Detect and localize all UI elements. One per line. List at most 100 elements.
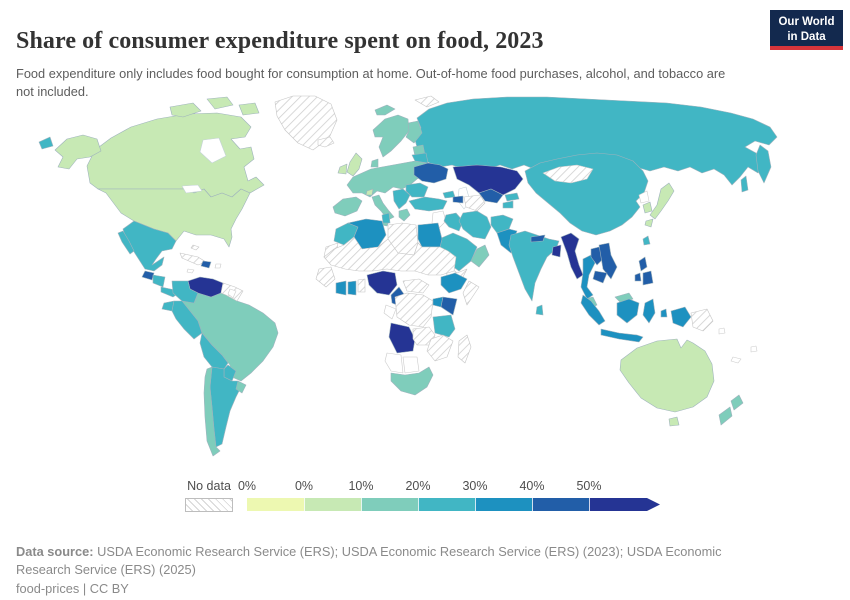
country-vietnam[interactable] [598, 242, 618, 280]
country-ethiopia[interactable] [440, 272, 468, 294]
legend-bin-4[interactable] [475, 498, 532, 511]
country-russia[interactable] [414, 96, 778, 186]
country-russia-kamchatka[interactable] [755, 144, 772, 184]
country-south-korea[interactable] [642, 201, 653, 214]
country-senegal-guinea[interactable] [315, 266, 336, 288]
country-norway-sweden[interactable] [372, 114, 410, 158]
country-azerbaijan[interactable] [452, 195, 464, 204]
legend-no-data-swatch[interactable] [185, 498, 233, 512]
country-canada-island-2[interactable] [206, 96, 234, 110]
country-russia-sakhalin[interactable] [740, 175, 749, 193]
legend-bin-0[interactable] [247, 498, 304, 511]
country-uruguay[interactable] [235, 380, 247, 394]
legend-bin-6[interactable] [589, 498, 660, 511]
country-jamaica[interactable] [186, 268, 195, 274]
country-switzerland[interactable] [365, 188, 374, 196]
country-tunisia[interactable] [381, 212, 391, 224]
country-bangladesh[interactable] [551, 244, 562, 258]
country-sri-lanka[interactable] [535, 304, 544, 316]
country-canada[interactable] [86, 112, 265, 198]
country-australia[interactable] [619, 338, 715, 413]
country-tanzania[interactable] [432, 314, 456, 338]
country-cote-divoire[interactable] [335, 280, 347, 296]
country-australia-tasmania[interactable] [668, 416, 680, 427]
country-china[interactable] [524, 152, 649, 236]
country-iraq[interactable] [443, 212, 464, 232]
country-united-kingdom[interactable] [346, 152, 363, 177]
country-taiwan[interactable] [642, 235, 651, 246]
country-colombia[interactable] [171, 280, 199, 304]
country-honduras-nicaragua[interactable] [152, 274, 166, 288]
legend-bin-1[interactable] [304, 498, 361, 511]
country-oman-uae[interactable] [470, 244, 490, 268]
country-nepal[interactable] [530, 234, 546, 243]
country-solomon-islands[interactable] [718, 327, 726, 335]
legend-bin-5[interactable] [532, 498, 589, 511]
country-uzbekistan[interactable] [478, 188, 504, 204]
country-egypt[interactable] [417, 222, 443, 248]
country-myanmar[interactable] [560, 232, 584, 280]
legend-bin-2[interactable] [361, 498, 418, 511]
country-japan[interactable] [644, 182, 675, 228]
country-thailand[interactable] [580, 254, 596, 300]
country-botswana[interactable] [402, 356, 420, 374]
country-namibia[interactable] [384, 352, 404, 374]
country-ukraine[interactable] [413, 162, 449, 184]
legend-bin-3[interactable] [418, 498, 475, 511]
country-kenya[interactable] [440, 296, 458, 316]
country-greece[interactable] [398, 208, 411, 222]
country-spain-portugal[interactable] [332, 196, 363, 217]
country-kazakhstan[interactable] [452, 164, 524, 196]
country-iceland[interactable] [317, 136, 335, 148]
country-chile[interactable] [203, 366, 221, 457]
country-turkey[interactable] [408, 196, 448, 212]
country-north-korea[interactable] [638, 190, 650, 204]
country-united-states-alaska[interactable] [54, 134, 102, 170]
country-fiji[interactable] [750, 345, 758, 353]
country-indonesia[interactable] [580, 294, 692, 343]
legend-tick-4: 30% [462, 479, 488, 493]
country-iran[interactable] [458, 210, 492, 240]
country-ghana[interactable] [347, 280, 357, 296]
country-suriname[interactable] [227, 288, 237, 299]
country-canada-island-1[interactable] [169, 102, 202, 118]
country-dr-congo[interactable] [394, 292, 434, 328]
country-ireland[interactable] [337, 163, 348, 175]
country-balkans[interactable] [392, 188, 411, 210]
country-new-caledonia[interactable] [730, 356, 742, 364]
country-kyrgyzstan[interactable] [504, 192, 520, 202]
country-cambodia[interactable] [592, 270, 608, 284]
country-somalia[interactable] [462, 280, 480, 306]
country-zimbabwe-mozambique[interactable] [426, 334, 454, 362]
country-denmark[interactable] [370, 158, 379, 168]
country-turkmenistan[interactable] [463, 194, 486, 212]
country-madagascar[interactable] [457, 334, 472, 364]
country-central-african-republic[interactable] [402, 278, 430, 294]
country-franz-josef-land[interactable] [414, 95, 440, 108]
country-guatemala[interactable] [141, 270, 155, 281]
legend-no-data-label: No data [187, 479, 231, 493]
country-dominican-republic[interactable] [200, 260, 212, 269]
country-puerto-rico[interactable] [214, 263, 222, 269]
country-russia-chukotka[interactable] [38, 136, 54, 150]
country-papua-new-guinea[interactable] [690, 308, 714, 332]
country-bahamas[interactable] [190, 244, 200, 251]
country-sahel-band[interactable] [323, 236, 457, 276]
country-philippines[interactable] [634, 256, 654, 286]
country-new-zealand[interactable] [718, 394, 744, 426]
country-svalbard[interactable] [374, 104, 396, 116]
country-angola[interactable] [388, 322, 416, 354]
country-gabon-congo[interactable] [383, 304, 397, 320]
country-south-africa[interactable] [390, 366, 434, 396]
legend-tick-0: 0% [237, 479, 257, 493]
country-nigeria[interactable] [366, 270, 398, 296]
country-peru[interactable] [171, 300, 203, 340]
great-lakes [181, 184, 203, 194]
country-finland[interactable] [405, 120, 423, 144]
country-mexico-baja[interactable] [117, 230, 135, 255]
country-togo-benin[interactable] [357, 278, 366, 293]
owid-logo[interactable]: Our World in Data [770, 10, 843, 50]
country-tajikistan[interactable] [502, 200, 514, 209]
country-canada-island-3[interactable] [238, 102, 260, 116]
country-mongolia[interactable] [542, 164, 594, 184]
